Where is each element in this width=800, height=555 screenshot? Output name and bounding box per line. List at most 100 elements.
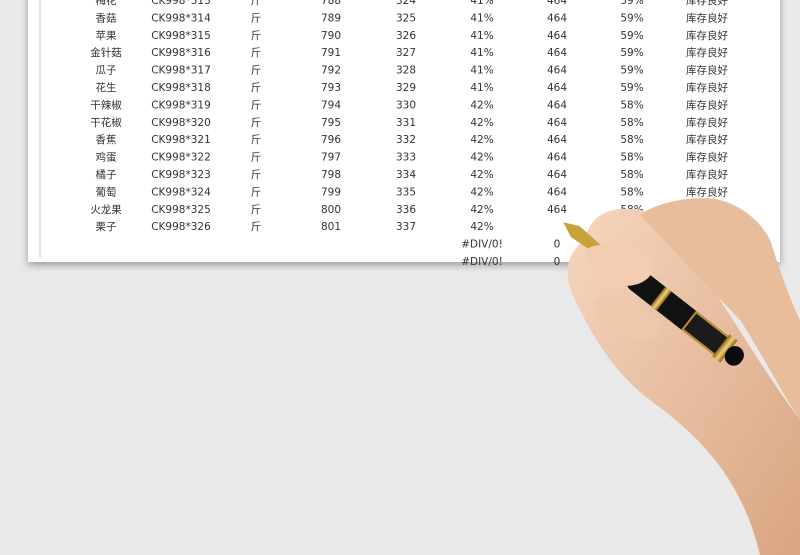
cell-code: CK998*323 <box>151 169 211 181</box>
cell-status: 库存良好 <box>686 185 728 198</box>
cell-code: CK998*316 <box>151 47 211 59</box>
cell-in: 795 <box>321 117 341 129</box>
cell-in: 797 <box>321 152 341 164</box>
cell-name: 香蕉 <box>96 134 117 146</box>
cell-in: 793 <box>321 82 341 94</box>
cell-stock: 464 <box>547 47 567 59</box>
cell-unit: 斤 <box>251 0 262 7</box>
cell-code: CK998*313 <box>151 0 211 7</box>
cell-out: 335 <box>396 186 416 198</box>
cell-in: 799 <box>321 186 341 198</box>
cell-unit: 斤 <box>251 169 262 181</box>
cell-stock: 464 <box>547 169 567 181</box>
cell-stock: 464 <box>547 99 567 111</box>
cell-status: 库存良好 <box>686 168 728 181</box>
cell-in: 800 <box>321 204 341 216</box>
cell-code: CK998*319 <box>151 99 211 111</box>
cell-rate: 42% <box>470 221 493 233</box>
cell-stock-rate: 58% <box>620 117 643 129</box>
cell-name: 香菇 <box>96 11 117 24</box>
cell-stock: 464 <box>547 117 567 129</box>
cell-stock: 464 <box>547 152 567 164</box>
cell-unit: 斤 <box>251 99 262 111</box>
cell-name: 瓜子 <box>96 65 117 77</box>
cell-stock: 464 <box>547 65 567 77</box>
cell-out: 324 <box>396 0 416 7</box>
cell-name: 花生 <box>96 81 117 94</box>
cell-name: 干花椒 <box>90 116 122 129</box>
cell-rate: 41% <box>470 30 493 42</box>
cell-code: CK998*320 <box>151 117 211 129</box>
cell-rate: 42% <box>470 99 493 111</box>
cell-out: 334 <box>396 169 416 181</box>
cell-stock-rate: 59% <box>620 30 643 42</box>
cell-out: 333 <box>396 152 416 164</box>
hand-with-pen <box>563 198 800 555</box>
cell-code: CK998*318 <box>151 82 211 94</box>
cell-rate: 42% <box>470 152 493 164</box>
cell-status: 库存良好 <box>686 29 728 42</box>
cell-stock: 464 <box>547 0 567 7</box>
cell-stock: 464 <box>547 186 567 198</box>
cell-code: CK998*325 <box>151 204 211 216</box>
cell-rate: 42% <box>470 117 493 129</box>
cell-code: CK998*321 <box>151 134 211 146</box>
cell-code: CK998*314 <box>151 12 211 24</box>
cell-out: 325 <box>396 12 416 24</box>
cell-rate: 41% <box>470 65 493 77</box>
cell-stock-rate: 58% <box>620 134 643 146</box>
cell-in: 794 <box>321 99 341 111</box>
cell-stock-rate: 58% <box>620 186 643 198</box>
cell-out: 337 <box>396 221 416 233</box>
cell-name: 火龙果 <box>90 203 122 216</box>
cell-rate: 41% <box>470 47 493 59</box>
cell-in: 798 <box>321 169 341 181</box>
cell-stock-rate: 58% <box>620 99 643 111</box>
cell-rate: 42% <box>470 134 493 146</box>
cell-in: 790 <box>321 30 341 42</box>
cell-unit: 斤 <box>251 221 262 233</box>
cell-stock: 464 <box>547 12 567 24</box>
cell-status: 库存良好 <box>686 0 728 7</box>
cell-rate: #DIV/0! <box>461 256 503 268</box>
cell-in: 796 <box>321 134 341 146</box>
cell-out: 336 <box>396 204 416 216</box>
cell-name: 干辣椒 <box>90 98 122 111</box>
cell-name: 金针菇 <box>90 46 122 59</box>
cell-in: 789 <box>321 12 341 24</box>
cell-stock: 464 <box>547 30 567 42</box>
cell-unit: 斤 <box>251 152 262 164</box>
cell-rate: 42% <box>470 169 493 181</box>
cell-name: 梅花 <box>96 0 117 7</box>
cell-stock-rate: 59% <box>620 65 643 77</box>
cell-stock-rate: 58% <box>620 152 643 164</box>
cell-unit: 斤 <box>251 82 262 94</box>
cell-stock-rate: 58% <box>620 169 643 181</box>
cell-out: 330 <box>396 99 416 111</box>
cell-in: 801 <box>321 221 341 233</box>
cell-unit: 斤 <box>251 117 262 129</box>
cell-stock-rate: 59% <box>620 12 643 24</box>
cell-status: 库存良好 <box>686 116 728 129</box>
cell-out: 328 <box>396 65 416 77</box>
cell-status: 库存良好 <box>686 46 728 59</box>
cell-stock: 0 <box>554 239 561 251</box>
cell-unit: 斤 <box>251 134 262 146</box>
cell-in: 792 <box>321 65 341 77</box>
cell-name: 葡萄 <box>96 185 117 198</box>
cell-stock-rate: 59% <box>620 47 643 59</box>
cell-stock-rate: 59% <box>620 82 643 94</box>
cell-status: 库存良好 <box>686 64 728 77</box>
cell-code: CK998*324 <box>151 186 211 198</box>
cell-out: 332 <box>396 134 416 146</box>
cell-unit: 斤 <box>251 12 262 24</box>
cell-status: 库存良好 <box>686 98 728 111</box>
cell-unit: 斤 <box>251 47 262 59</box>
cell-unit: 斤 <box>251 65 262 77</box>
cell-rate: #DIV/0! <box>461 239 503 251</box>
cell-name: 鸡蛋 <box>96 151 117 164</box>
cell-rate: 42% <box>470 204 493 216</box>
